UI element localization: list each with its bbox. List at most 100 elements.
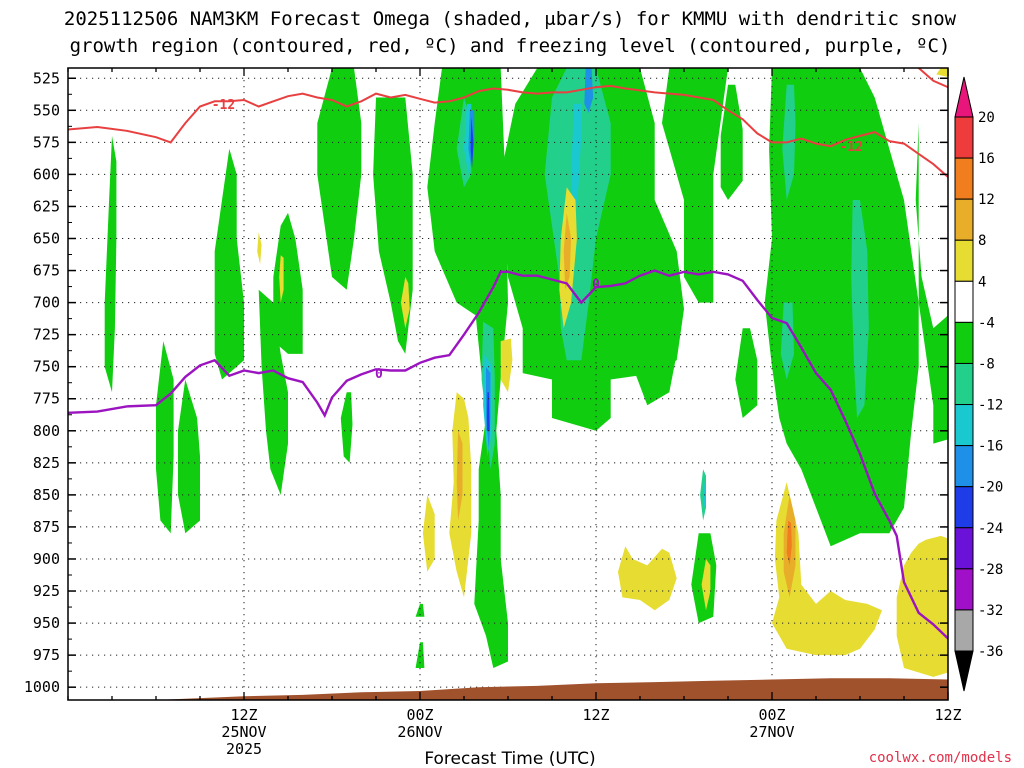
omega-region-53	[786, 520, 792, 566]
omega-region-39	[896, 535, 948, 677]
omega-region-27	[700, 469, 706, 521]
omega-region-43	[422, 494, 435, 572]
colorbar-label-2: 12	[978, 192, 995, 208]
y-tick-label-950: 950	[33, 614, 60, 632]
y-tick-label-850: 850	[33, 486, 60, 504]
colorbar-bin-8	[954, 198, 974, 241]
y-tick-label-525: 525	[33, 69, 60, 87]
colorbar-bin--16	[954, 404, 974, 447]
omega-region-32	[584, 68, 594, 113]
minus12-label-2-text: -12	[839, 140, 862, 155]
colorbar-label-11: -28	[978, 562, 1003, 578]
colorbar-label-1: 16	[978, 151, 995, 167]
y-tick-label-650: 650	[33, 229, 60, 247]
omega-region-45	[400, 277, 410, 329]
y-tick-label-675: 675	[33, 262, 60, 280]
omega-region-1	[662, 68, 728, 303]
y-tick-label-550: 550	[33, 101, 60, 119]
plot-area	[68, 68, 1024, 700]
colorbar-label-4: 4	[978, 274, 986, 290]
colorbar-label-0: 20	[978, 110, 995, 126]
omega-region-3	[317, 68, 362, 290]
colorbar-bin--4	[954, 280, 974, 323]
omega-region-38	[936, 68, 948, 77]
colorbar-bin-12	[954, 157, 974, 200]
omega-region-4	[373, 97, 413, 354]
y-tick-label-825: 825	[33, 454, 60, 472]
y-tick-label-750: 750	[33, 358, 60, 376]
freezing-level-line	[68, 269, 948, 640]
colorbar-bin-4	[954, 239, 974, 282]
omega-region-35	[470, 116, 474, 168]
x-tick-label-18-2: 26NOV	[397, 723, 442, 741]
omega-region-41	[618, 546, 677, 611]
colorbar-bin--36	[954, 609, 974, 652]
y-tick-label-625: 625	[33, 197, 60, 215]
x-tick-label-42-1: 00Z	[758, 706, 785, 724]
y-tick-label-775: 775	[33, 390, 60, 408]
chart-title-line-2: growth region (contoured, red, ºC) and f…	[70, 35, 951, 57]
omega-region-36	[486, 392, 490, 431]
x-tick-label-6-1: 12Z	[230, 706, 257, 724]
omega-region-26	[851, 200, 869, 418]
colorbar-bin--24	[954, 486, 974, 529]
colorbar-label-12: -32	[978, 603, 1003, 619]
omega-region-6	[915, 68, 948, 444]
colorbar-label-6: -8	[978, 356, 995, 372]
omega-region-17	[156, 341, 174, 534]
omega-region-19	[415, 642, 425, 668]
y-tick-label-700: 700	[33, 294, 60, 312]
omega-region-37	[1014, 68, 1024, 85]
omega-region-51	[563, 212, 572, 290]
minus12-label-1-text: -12	[212, 98, 235, 113]
colorbar-label-7: -12	[978, 398, 1003, 414]
colorbar-label-5: -4	[978, 315, 995, 331]
colorbar-bin--20	[954, 445, 974, 488]
colorbar-bin--28	[954, 527, 974, 570]
omega-region-8	[258, 289, 288, 495]
x-tick-label-30-1: 12Z	[582, 706, 609, 724]
omega-region-7	[214, 148, 244, 380]
omega-region-18	[415, 603, 425, 617]
y-tick-label-600: 600	[33, 165, 60, 183]
colorbar-label-3: 8	[978, 233, 986, 249]
contour-labels: -12 -12 0 0	[212, 98, 863, 382]
omega-region-9	[273, 212, 303, 354]
omega-region-47	[701, 559, 711, 611]
x-axis-label: Forecast Time (UTC)	[424, 749, 595, 768]
omega-region-40	[772, 482, 882, 656]
y-tick-label-875: 875	[33, 518, 60, 536]
colorbar-bin-16	[954, 116, 974, 159]
y-tick-label-900: 900	[33, 550, 60, 568]
omega-region-50	[456, 430, 463, 521]
freezing-label-2-text: 0	[592, 277, 600, 292]
omega-region-46	[500, 338, 513, 393]
omega-region-14	[104, 135, 117, 393]
colorbar-bin--8	[954, 321, 974, 364]
x-tick-label-6-3: 2025	[226, 740, 262, 758]
minus12-label-2: -12	[839, 140, 862, 155]
minus12c-isotherm-line	[68, 84, 948, 179]
colorbar-label-8: -16	[978, 439, 1003, 455]
terrain-fill	[68, 678, 948, 700]
colorbar-bin--32	[954, 568, 974, 611]
colorbar-bin--12	[954, 362, 974, 406]
colorbar-label-10: -24	[978, 521, 1003, 537]
y-tick-label-1000: 1000	[24, 678, 60, 696]
minus12-label-1: -12	[212, 98, 235, 113]
x-tick-label-6-2: 25NOV	[221, 723, 266, 741]
omega-region-13	[735, 328, 758, 418]
omega-region-2	[427, 68, 508, 668]
y-axis-ticks: 525 550 575 600 625 650 675 700 725 750 775 800 825 8…	[24, 69, 948, 696]
omega-region-10	[720, 84, 743, 200]
y-tick-label-925: 925	[33, 582, 60, 600]
colorbar: 20 16 12 8 4 -4 -8 -12 -16 -20 -24 -28 -32 -36	[954, 76, 1003, 692]
omega-region-28	[571, 103, 582, 226]
omega-shading	[104, 68, 1024, 677]
colorbar-arrow-top	[954, 76, 974, 118]
omega-region-11	[632, 302, 677, 406]
omega-region-15	[340, 392, 353, 463]
x-tick-label-54-1: 12Z	[934, 706, 961, 724]
